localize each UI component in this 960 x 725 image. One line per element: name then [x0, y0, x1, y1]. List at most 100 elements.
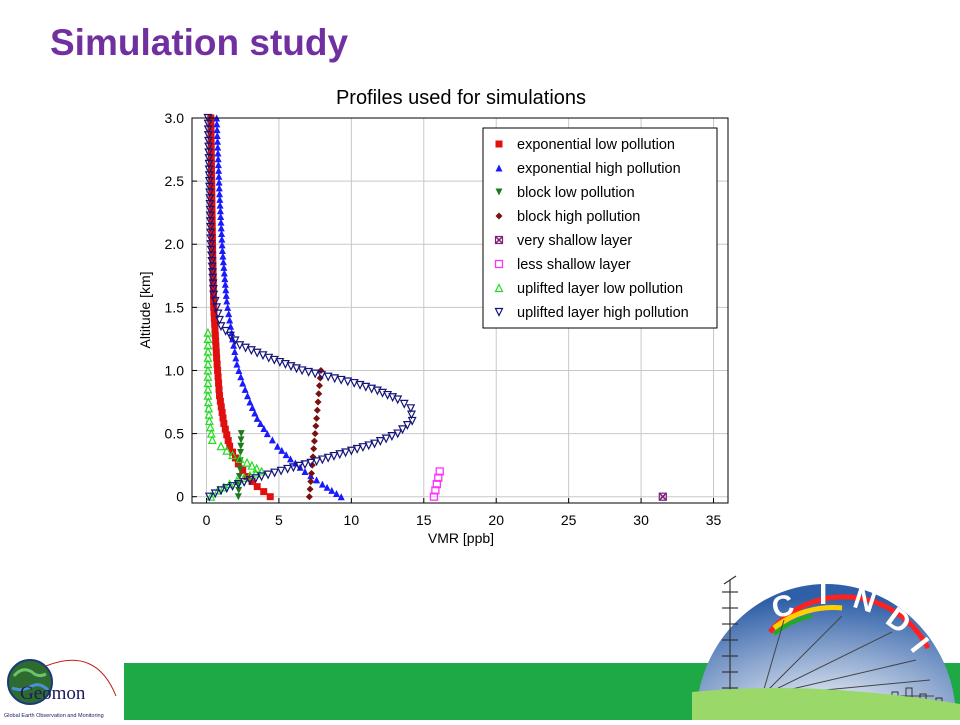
- data-point: [235, 341, 245, 351]
- data-point: [228, 450, 238, 460]
- data-point: [253, 414, 261, 422]
- data-point: [217, 224, 225, 232]
- data-point: [217, 212, 225, 220]
- data-point: [213, 120, 221, 128]
- data-point: [429, 492, 439, 501]
- data-point: [260, 425, 268, 433]
- data-point: [260, 488, 268, 496]
- data-point: [216, 441, 226, 451]
- data-point: [207, 120, 215, 128]
- data-point: [234, 493, 242, 501]
- data-point: [210, 309, 218, 317]
- slide-title: Simulation study: [50, 22, 349, 63]
- data-point: [398, 425, 408, 435]
- data-point: [317, 371, 327, 381]
- legend-entry: uplifted layer high pollution: [517, 305, 689, 321]
- data-point: [213, 309, 223, 319]
- data-point: [367, 384, 377, 394]
- data-point: [209, 268, 217, 276]
- x-tick-label: 10: [344, 512, 360, 528]
- data-point: [222, 291, 230, 299]
- data-point: [248, 478, 256, 486]
- data-point: [203, 384, 213, 394]
- data-point: [282, 451, 290, 459]
- data-point: [300, 460, 310, 470]
- data-point: [313, 476, 321, 484]
- data-point: [222, 286, 230, 294]
- data-point: [268, 436, 276, 444]
- data-point: [406, 404, 416, 414]
- data-point: [219, 258, 227, 266]
- legend-marker: [494, 235, 504, 245]
- legend-marker: [495, 188, 503, 196]
- data-point: [311, 430, 319, 438]
- data-point: [383, 390, 393, 400]
- data-point: [235, 472, 243, 480]
- data-point: [213, 354, 221, 362]
- data-point: [223, 297, 231, 305]
- data-point: [215, 379, 223, 387]
- data-point: [203, 378, 213, 388]
- data-point: [204, 409, 214, 419]
- data-point: [213, 126, 221, 134]
- data-point: [381, 434, 391, 444]
- data-point: [204, 492, 214, 502]
- data-point: [209, 286, 217, 294]
- data-point: [211, 326, 219, 334]
- data-point: [248, 403, 256, 411]
- legend-entry: less shallow layer: [517, 257, 631, 273]
- geomon-logo: Geomon Global Earth Observation and Moni…: [0, 652, 124, 720]
- data-point: [233, 360, 241, 368]
- data-point: [228, 482, 238, 492]
- data-point: [210, 292, 218, 300]
- data-point: [343, 377, 353, 387]
- data-point: [315, 382, 323, 390]
- data-point: [216, 322, 226, 332]
- legend-entry: block low pollution: [517, 185, 635, 201]
- data-point: [288, 463, 298, 473]
- y-tick-label: 0: [176, 489, 184, 505]
- data-point: [257, 419, 265, 427]
- data-point: [221, 425, 229, 433]
- data-point: [241, 343, 251, 353]
- data-point: [220, 419, 228, 427]
- x-axis-label: VMR [ppb]: [428, 530, 494, 546]
- data-point: [393, 429, 403, 439]
- data-point: [329, 451, 339, 461]
- data-point: [318, 480, 326, 488]
- y-tick-label: 2.0: [165, 236, 185, 252]
- data-point: [207, 435, 217, 444]
- data-point: [358, 443, 368, 453]
- data-point: [209, 257, 217, 265]
- data-point: [283, 464, 293, 474]
- data-point: [393, 395, 403, 405]
- data-point: [323, 453, 333, 463]
- data-point: [203, 365, 213, 375]
- data-point: [252, 348, 262, 358]
- data-point: [317, 455, 327, 465]
- data-point: [218, 247, 226, 255]
- data-point: [237, 430, 245, 438]
- data-point: [323, 483, 331, 491]
- data-point: [235, 453, 245, 463]
- data-point: [216, 486, 226, 496]
- x-tick-labels: 0 5 10 15 20 25 30 35: [203, 512, 722, 528]
- data-point: [316, 374, 324, 382]
- data-point: [221, 275, 229, 283]
- data-point: [292, 364, 302, 374]
- data-point: [230, 336, 240, 346]
- data-point: [226, 316, 234, 324]
- data-point: [215, 184, 223, 192]
- data-point: [212, 337, 220, 345]
- series-5: [429, 467, 444, 501]
- data-point: [275, 357, 285, 367]
- data-point: [218, 235, 226, 243]
- data-point: [207, 142, 215, 150]
- data-point: [352, 444, 362, 454]
- data-point: [207, 137, 215, 145]
- data-point: [306, 458, 316, 468]
- data-point: [435, 467, 444, 476]
- data-point: [231, 348, 239, 356]
- data-point: [310, 437, 318, 445]
- data-point: [224, 303, 232, 311]
